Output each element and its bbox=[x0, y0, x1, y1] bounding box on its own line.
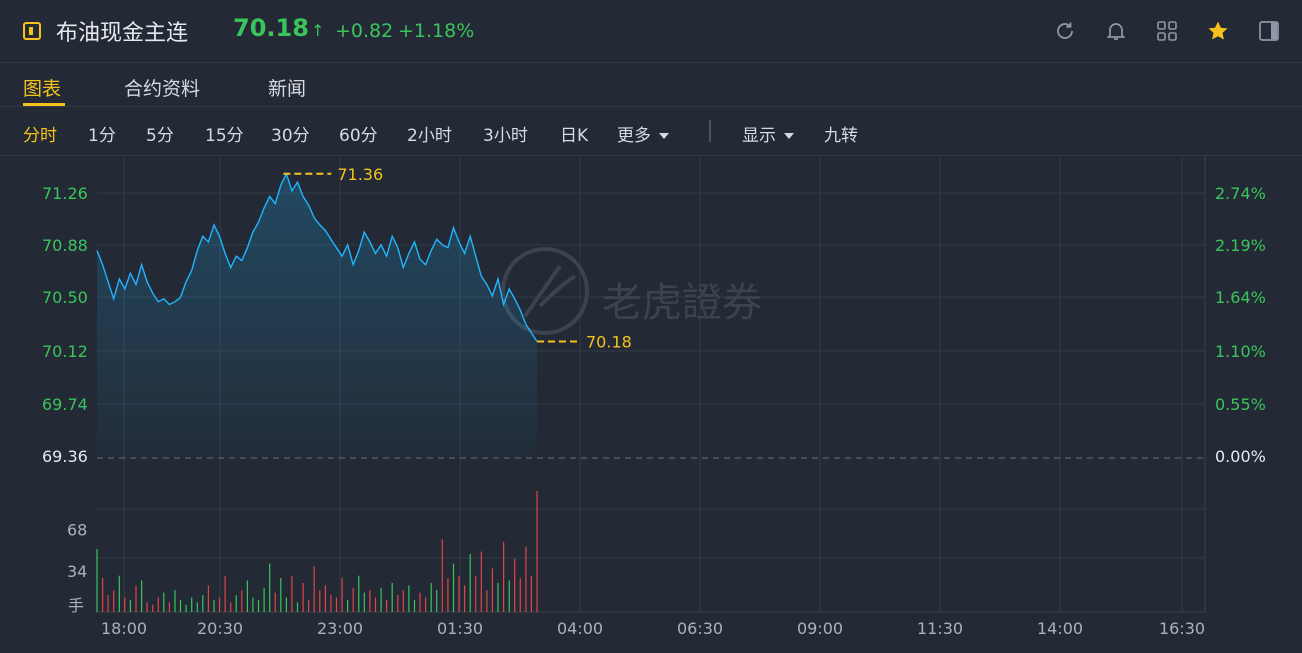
pct-tick-label: 1.10% bbox=[1215, 342, 1266, 361]
tab-chart[interactable]: 图表 bbox=[23, 78, 62, 100]
last-label: 70.18 bbox=[586, 332, 632, 351]
panel-toggle-icon[interactable] bbox=[1257, 19, 1281, 43]
jiuzhuan-button[interactable]: 九转 bbox=[824, 126, 858, 146]
price-chart[interactable]: 老虎證券 71.26 70.88 70.50 70.12 69.74 69.36 2.74… bbox=[0, 156, 1302, 653]
x-tick-label: 23:00 bbox=[317, 619, 363, 638]
x-tick-label: 11:30 bbox=[917, 619, 963, 638]
display-dropdown[interactable]: 显示 bbox=[742, 121, 794, 146]
y-tick-label: 69.36 bbox=[42, 447, 88, 466]
volume-tick-label: 34 bbox=[67, 562, 87, 581]
bell-icon[interactable] bbox=[1104, 19, 1128, 43]
pct-tick-label: 0.55% bbox=[1215, 395, 1266, 414]
timeframe-toolbar: 分时 1分 5分 15分 30分 60分 2小时 3小时 日K 更多 显示 九转 bbox=[0, 107, 1302, 156]
timeframe-5m[interactable]: 5分 bbox=[146, 126, 174, 146]
y-tick-label: 70.12 bbox=[42, 342, 88, 361]
watermark-text: 老虎證券 bbox=[602, 280, 762, 326]
price-change-percent: +1.18% bbox=[398, 20, 475, 42]
y-tick-label: 69.74 bbox=[42, 395, 88, 414]
timeframe-15m[interactable]: 15分 bbox=[205, 126, 244, 146]
active-tab-indicator bbox=[23, 103, 65, 106]
x-tick-label: 14:00 bbox=[1037, 619, 1083, 638]
tab-bar: 图表 合约资料 新闻 bbox=[0, 63, 1302, 107]
timeframe-1m[interactable]: 1分 bbox=[88, 126, 116, 146]
grid-icon[interactable] bbox=[1155, 19, 1179, 43]
more-label: 更多 bbox=[617, 126, 651, 146]
last-price: 70.18 bbox=[233, 14, 309, 42]
x-tick-label: 04:00 bbox=[557, 619, 603, 638]
price-change: +0.82 bbox=[335, 20, 394, 42]
x-tick-label: 18:00 bbox=[101, 619, 147, 638]
header-bar: 布油现金主连 70.18 ↑ +0.82 +1.18% bbox=[0, 0, 1302, 63]
tab-contract-info[interactable]: 合约资料 bbox=[124, 78, 201, 100]
pct-tick-label: 2.74% bbox=[1215, 184, 1266, 203]
y-tick-label: 70.88 bbox=[42, 236, 88, 255]
x-tick-label: 16:30 bbox=[1159, 619, 1205, 638]
x-tick-label: 20:30 bbox=[197, 619, 243, 638]
up-arrow-icon: ↑ bbox=[311, 21, 325, 40]
x-tick-label: 09:00 bbox=[797, 619, 843, 638]
toolbar-divider bbox=[709, 120, 711, 142]
volume-tick-label: 68 bbox=[67, 521, 87, 540]
pct-tick-label: 1.64% bbox=[1215, 288, 1266, 307]
instrument-title: 布油现金主连 bbox=[56, 21, 189, 46]
star-icon[interactable] bbox=[1206, 19, 1230, 43]
y-tick-label: 71.26 bbox=[42, 184, 88, 203]
price-line bbox=[96, 171, 538, 342]
display-label: 显示 bbox=[742, 126, 776, 146]
timeframe-3h[interactable]: 3小时 bbox=[483, 126, 528, 146]
contract-badge-icon bbox=[23, 22, 41, 40]
timeframe-daily[interactable]: 日K bbox=[560, 126, 589, 146]
x-tick-label: 06:30 bbox=[677, 619, 723, 638]
pct-tick-label: 2.19% bbox=[1215, 236, 1266, 255]
timeframe-2h[interactable]: 2小时 bbox=[407, 126, 452, 146]
pct-tick-label: 0.00% bbox=[1215, 447, 1266, 466]
timeframe-intraday[interactable]: 分时 bbox=[23, 126, 57, 146]
refresh-icon[interactable] bbox=[1053, 19, 1077, 43]
volume-unit-label: 手 bbox=[68, 596, 84, 615]
chevron-down-icon bbox=[784, 133, 794, 139]
price-area bbox=[97, 173, 537, 459]
timeframe-30m[interactable]: 30分 bbox=[271, 126, 310, 146]
chevron-down-icon bbox=[659, 133, 669, 139]
high-label: 71.36 bbox=[337, 165, 383, 184]
more-dropdown[interactable]: 更多 bbox=[617, 121, 669, 146]
watermark: 老虎證券 bbox=[501, 247, 762, 335]
tab-news[interactable]: 新闻 bbox=[268, 78, 307, 100]
timeframe-60m[interactable]: 60分 bbox=[339, 126, 378, 146]
y-tick-label: 70.50 bbox=[42, 288, 88, 307]
x-tick-label: 01:30 bbox=[437, 619, 483, 638]
